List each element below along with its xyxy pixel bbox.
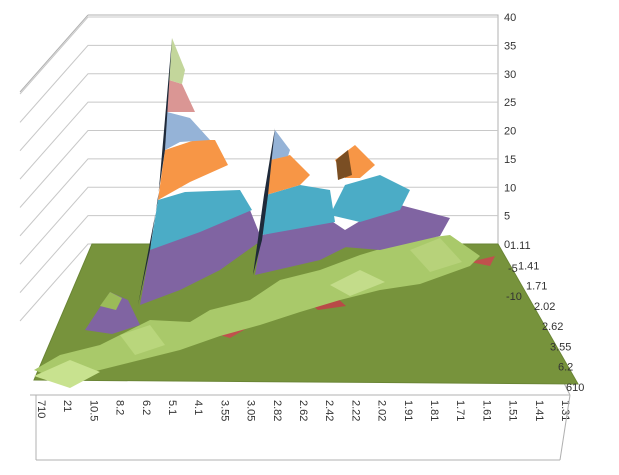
x-tick-label: 4.1 [192,400,204,415]
x-tick-label: 3.05 [245,400,257,421]
peak-tall-body-orange [158,140,228,200]
x-tick-label: 1.41 [533,400,545,421]
x-tick-label: 1.81 [428,400,440,421]
z-gridline [19,130,498,208]
depth-tick-label: 6.2 [558,362,573,374]
perspective-line [559,394,571,461]
peak-small-left-top [100,292,122,310]
peak-mid-body-teal [262,185,335,235]
floor-perspective-lines [35,394,571,461]
x-tick-label: 2.22 [349,400,361,421]
peak-tall-body-green [169,38,185,84]
x-tick-label: 1.91 [402,400,414,421]
x-tick-label: 710 [35,400,47,418]
z-gridline [19,101,498,180]
x-tick-label: 2.82 [271,400,283,421]
x-tick-label: 6.2 [140,400,152,415]
peak-right-shadow [336,150,352,180]
z-tick-label: -5 [508,263,518,275]
peak-mid-shadow [253,128,275,275]
x-tick-label: 2.42 [323,400,335,421]
x-axis-ticks: 710 21 10.5 8.2 6.2 5.1 4.1 3.55 3.05 2.82 2.62 2.4… [35,400,571,421]
z-tick-label: 10 [504,182,516,194]
x-tick-label: 1.71 [454,400,466,421]
z-tick-label: 20 [504,126,516,138]
depth-tick-label: 2.02 [534,301,555,313]
peak-small-left [85,292,140,334]
peak-tall-body-blue [165,112,210,150]
z-gridline [19,16,498,95]
terrain-ridge-2 [330,270,385,296]
x-tick-label: 2.02 [376,400,388,421]
depth-tick-label: 1.41 [518,260,539,272]
surface-mesh [34,38,495,388]
peak-right-body-purple [320,205,450,250]
x-tick-label: 2.62 [297,400,309,421]
peak-right-body-teal [330,175,410,222]
x-tick-label: 8.2 [114,400,126,415]
x-tick-label: 10.5 [87,400,99,421]
depth-tick-label: 610 [566,382,584,394]
peak-tall-body-purple [140,210,262,305]
peak-mid-body-orange [266,155,310,195]
x-tick-label: 3.55 [218,400,230,421]
z-tick-label: 25 [504,97,516,109]
z-tick-label: 35 [504,40,516,52]
back-wall [88,14,499,252]
depth-tick-label: 1.71 [526,281,547,293]
z-tick-label: -10 [506,291,522,303]
z-tick-label: 30 [504,69,516,81]
peak-mid-body-blue [270,130,290,160]
z-gridline [19,73,498,152]
depth-axis-ticks: 1.11 1.41 1.71 2.02 2.62 3.55 6.2 610 [510,240,584,394]
terrain-ridge-3 [410,238,462,272]
z-tick-label: 15 [504,154,516,166]
peak-tall-body-teal [150,190,252,250]
z-axis-ticks: 40 35 30 25 20 15 10 5 0 -5 -10 [504,12,522,303]
peak-tall-body-pink [167,80,195,112]
x-tick-label: 5.1 [166,400,178,415]
terrain-highlight [34,360,100,388]
z-gridline [19,44,498,123]
x-tick-label: 21 [61,400,73,412]
x-tick-label: 1.61 [480,400,492,421]
z-tick-label: 0 [504,239,510,251]
depth-tick-label: 3.55 [550,341,571,353]
side-wall-top [19,14,89,93]
x-tick-label: 1.51 [507,400,519,421]
peak-mid-body-purple [255,220,360,275]
terrain-ridge [120,325,165,355]
z-tick-label: 40 [504,12,516,24]
depth-tick-label: 2.62 [542,321,563,333]
dip-3 [470,256,495,266]
z-tick-label: 5 [504,211,510,223]
depth-tick-label: 1.11 [510,240,531,252]
